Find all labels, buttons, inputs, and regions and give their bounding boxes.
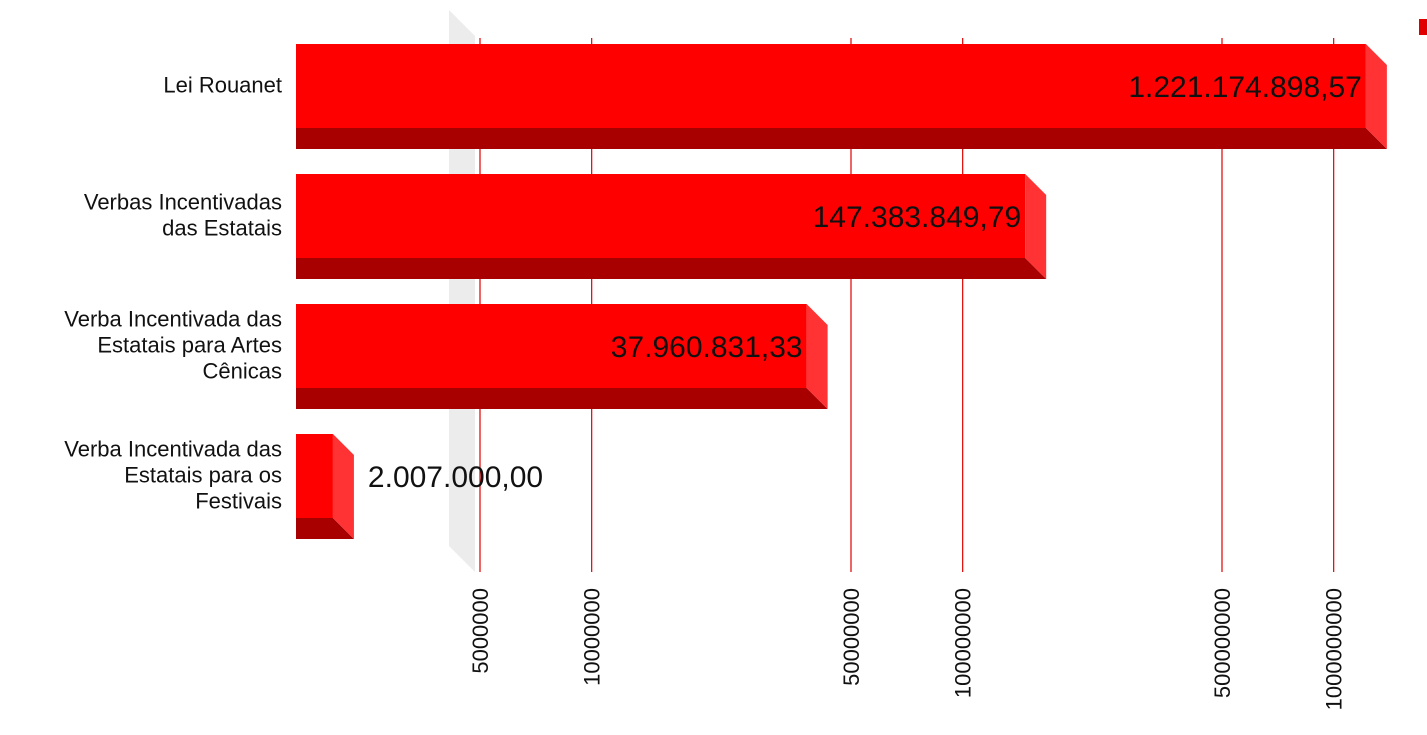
bar-side-face <box>1025 174 1047 279</box>
x-tick-label: 5000000 <box>468 588 493 674</box>
bar <box>296 304 807 388</box>
bar-value-label: 147.383.849,79 <box>813 201 1022 234</box>
x-tick-label: 1000000000 <box>1322 588 1347 710</box>
x-axis-tick-labels: 5000000 10000000 50000000 100000000 50000000… <box>468 588 1347 710</box>
legend-marker <box>1419 19 1427 35</box>
category-label-line: Verba Incentivada das <box>64 437 282 462</box>
category-label-line: Verba Incentivada das <box>64 307 282 332</box>
category-label-line: Estatais para os <box>124 463 282 488</box>
bars: 1.221.174.898,57 147.383.849,79 37.960.831… <box>296 44 1387 539</box>
chart-back-wall <box>449 10 475 572</box>
category-label-line: Estatais para Artes <box>97 333 282 358</box>
category-label: Verba Incentivada das Estatais para Artes… <box>64 307 282 384</box>
bar <box>296 434 333 518</box>
bar-group: 1.221.174.898,57 <box>296 44 1387 149</box>
category-label-line: Cênicas <box>203 359 282 384</box>
bar-group: 37.960.831,33 <box>296 304 828 409</box>
x-tick-label: 10000000 <box>580 588 605 686</box>
bar-value-label: 1.221.174.898,57 <box>1128 71 1362 104</box>
category-labels: Lei Rouanet Verbas Incentivadas das Estata… <box>64 73 282 514</box>
category-label-line: Lei Rouanet <box>163 73 282 98</box>
category-label-line: das Estatais <box>162 216 282 241</box>
bar-bottom-face <box>296 388 828 409</box>
category-label-line: Festivais <box>195 489 282 514</box>
category-label: Verba Incentivada das Estatais para os Fes… <box>64 437 282 514</box>
x-tick-label: 50000000 <box>839 588 864 686</box>
bar <box>296 44 1366 128</box>
bar-side-face <box>332 434 354 539</box>
bar-side-face <box>1365 44 1387 149</box>
x-tick-label: 100000000 <box>951 588 976 698</box>
category-label: Verbas Incentivadas das Estatais <box>84 190 282 241</box>
bar-side-face <box>806 304 828 409</box>
x-tick-label: 500000000 <box>1210 588 1235 698</box>
bar-value-label: 2.007.000,00 <box>368 461 543 494</box>
category-label-line: Verbas Incentivadas <box>84 190 282 215</box>
bar-value-label: 37.960.831,33 <box>611 331 803 364</box>
bar-group: 147.383.849,79 <box>296 174 1047 279</box>
bar-bottom-face <box>296 518 354 539</box>
bar-bottom-face <box>296 128 1387 149</box>
bar-group: 2.007.000,00 <box>296 434 543 539</box>
category-label: Lei Rouanet <box>163 73 282 98</box>
bar-bottom-face <box>296 258 1047 279</box>
bar <box>296 174 1026 258</box>
